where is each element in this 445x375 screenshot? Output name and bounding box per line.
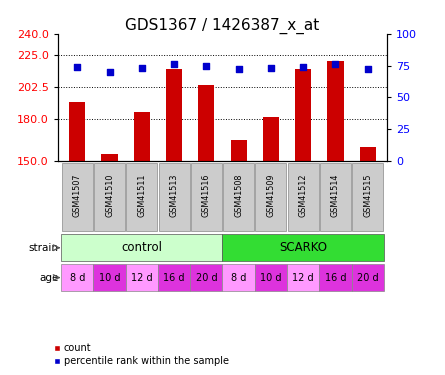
- Bar: [101, 154, 117, 161]
- Bar: [198, 85, 214, 161]
- FancyBboxPatch shape: [62, 163, 93, 231]
- FancyBboxPatch shape: [126, 163, 157, 231]
- Text: 10 d: 10 d: [260, 273, 282, 283]
- Text: GSM41510: GSM41510: [105, 174, 114, 217]
- Point: [235, 66, 242, 72]
- Text: 20 d: 20 d: [357, 273, 379, 283]
- Text: 12 d: 12 d: [131, 273, 153, 283]
- FancyBboxPatch shape: [222, 264, 255, 291]
- Point: [106, 69, 113, 75]
- FancyBboxPatch shape: [255, 163, 287, 231]
- FancyBboxPatch shape: [223, 163, 254, 231]
- Point: [138, 65, 146, 71]
- Text: 8 d: 8 d: [69, 273, 85, 283]
- Bar: [295, 69, 312, 161]
- Text: strain: strain: [28, 243, 58, 253]
- Legend: count, percentile rank within the sample: count, percentile rank within the sample: [49, 339, 233, 370]
- FancyBboxPatch shape: [125, 264, 158, 291]
- FancyBboxPatch shape: [94, 163, 125, 231]
- FancyBboxPatch shape: [158, 163, 190, 231]
- Text: GSM41509: GSM41509: [267, 174, 275, 217]
- Text: GSM41514: GSM41514: [331, 174, 340, 217]
- Text: GSM41513: GSM41513: [170, 174, 178, 217]
- Text: GSM41508: GSM41508: [234, 174, 243, 217]
- Point: [74, 64, 81, 70]
- FancyBboxPatch shape: [288, 163, 319, 231]
- Text: 16 d: 16 d: [325, 273, 346, 283]
- Point: [299, 64, 307, 70]
- Text: GSM41515: GSM41515: [363, 174, 372, 217]
- FancyBboxPatch shape: [93, 264, 125, 291]
- Text: 20 d: 20 d: [195, 273, 217, 283]
- Title: GDS1367 / 1426387_x_at: GDS1367 / 1426387_x_at: [125, 18, 320, 34]
- Bar: [231, 140, 247, 161]
- Point: [267, 65, 275, 71]
- Text: SCARKO: SCARKO: [279, 241, 327, 254]
- Text: GSM41512: GSM41512: [299, 174, 307, 217]
- FancyBboxPatch shape: [352, 163, 383, 231]
- Text: GSM41507: GSM41507: [73, 174, 82, 217]
- FancyBboxPatch shape: [255, 264, 287, 291]
- Text: 12 d: 12 d: [292, 273, 314, 283]
- Text: 10 d: 10 d: [99, 273, 120, 283]
- FancyBboxPatch shape: [61, 234, 222, 261]
- FancyBboxPatch shape: [320, 264, 352, 291]
- Bar: [360, 147, 376, 161]
- FancyBboxPatch shape: [352, 264, 384, 291]
- Bar: [69, 102, 85, 161]
- Bar: [134, 112, 150, 161]
- Text: 8 d: 8 d: [231, 273, 247, 283]
- Bar: [328, 61, 344, 161]
- Point: [332, 62, 339, 68]
- FancyBboxPatch shape: [61, 264, 93, 291]
- Text: 16 d: 16 d: [163, 273, 185, 283]
- FancyBboxPatch shape: [158, 264, 190, 291]
- Bar: [263, 117, 279, 161]
- Text: age: age: [39, 273, 58, 283]
- Point: [203, 63, 210, 69]
- Text: GSM41511: GSM41511: [138, 174, 146, 217]
- FancyBboxPatch shape: [320, 163, 351, 231]
- Text: GSM41516: GSM41516: [202, 174, 211, 217]
- FancyBboxPatch shape: [222, 234, 384, 261]
- Bar: [166, 69, 182, 161]
- Point: [364, 66, 371, 72]
- FancyBboxPatch shape: [190, 264, 222, 291]
- Text: control: control: [121, 241, 162, 254]
- Point: [170, 62, 178, 68]
- FancyBboxPatch shape: [191, 163, 222, 231]
- FancyBboxPatch shape: [287, 264, 320, 291]
